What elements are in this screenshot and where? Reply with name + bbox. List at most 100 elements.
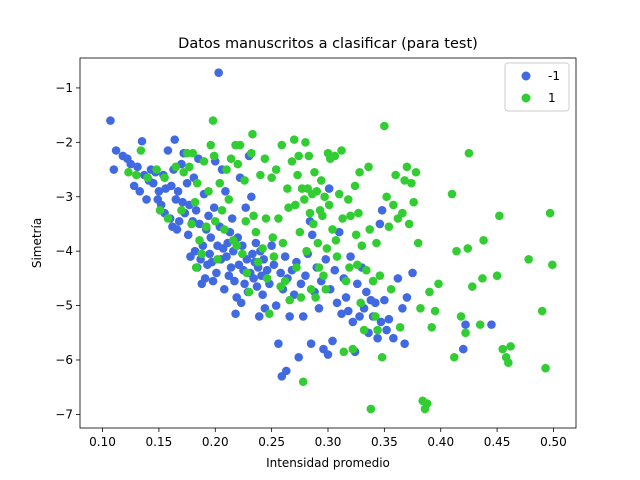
data-point <box>195 235 204 245</box>
data-point <box>411 167 421 177</box>
data-point <box>402 162 412 172</box>
data-point <box>249 211 258 221</box>
data-point <box>313 238 323 248</box>
data-point <box>187 219 196 229</box>
data-point <box>407 178 416 188</box>
data-point <box>504 358 513 368</box>
data-point <box>268 233 278 242</box>
x-axis-label: Intensidad promedio <box>266 456 390 470</box>
data-point <box>309 219 318 229</box>
data-point <box>285 312 294 321</box>
data-point <box>262 265 272 275</box>
data-point <box>230 276 239 286</box>
data-point <box>185 162 194 172</box>
data-point <box>321 284 331 294</box>
data-point <box>269 260 279 270</box>
data-point <box>227 214 237 223</box>
data-point <box>373 333 382 343</box>
data-point <box>312 187 322 196</box>
data-point <box>314 303 324 313</box>
data-point <box>261 214 271 223</box>
data-point <box>304 151 314 161</box>
data-point <box>386 284 396 294</box>
data-point <box>191 263 201 272</box>
data-point <box>241 203 251 212</box>
data-point <box>368 276 378 286</box>
x-tick-label: 0.40 <box>427 435 454 449</box>
data-point <box>409 197 418 207</box>
data-point <box>398 303 407 313</box>
data-point <box>281 366 291 376</box>
data-point <box>524 255 533 264</box>
data-point <box>354 208 363 218</box>
data-point <box>252 282 262 291</box>
data-point <box>302 246 311 256</box>
data-point <box>177 206 186 215</box>
data-point <box>341 276 351 286</box>
data-point <box>232 241 241 251</box>
data-point <box>366 404 376 414</box>
data-point <box>210 216 220 226</box>
data-point <box>306 339 316 348</box>
data-point <box>124 167 133 177</box>
legend-label-neg: -1 <box>548 69 560 83</box>
y-tick-label: −4 <box>55 244 73 258</box>
data-point <box>173 187 183 196</box>
data-point <box>136 146 146 155</box>
legend-label-pos: 1 <box>548 91 556 105</box>
data-point <box>306 284 316 294</box>
data-point <box>280 276 290 286</box>
data-point <box>357 241 367 251</box>
y-axis-label: Simetría <box>30 218 44 268</box>
data-point <box>506 342 515 351</box>
data-point <box>291 200 300 210</box>
data-point <box>372 238 381 248</box>
data-point <box>213 255 222 264</box>
x-tick-label: 0.15 <box>146 435 173 449</box>
data-point <box>464 148 474 158</box>
data-point <box>208 276 218 286</box>
data-point <box>152 165 161 174</box>
data-point <box>492 271 502 280</box>
data-point <box>135 187 145 196</box>
data-point <box>416 303 425 313</box>
data-point <box>296 293 306 302</box>
data-point <box>209 203 219 212</box>
data-point <box>200 274 210 283</box>
data-point <box>258 290 267 299</box>
data-point <box>537 306 547 316</box>
data-point <box>199 157 209 166</box>
data-point <box>337 309 346 319</box>
data-point <box>343 195 353 204</box>
data-point <box>348 344 358 354</box>
data-point <box>322 244 332 253</box>
data-point <box>371 312 380 321</box>
data-point <box>274 214 283 223</box>
data-point <box>226 263 236 272</box>
y-tick-label: −5 <box>55 299 73 313</box>
data-point <box>269 252 279 261</box>
data-point <box>323 350 333 359</box>
data-point <box>359 325 369 335</box>
data-point <box>167 181 176 191</box>
data-point <box>338 214 347 223</box>
data-point <box>427 323 437 332</box>
data-point <box>217 206 227 215</box>
data-point <box>183 230 193 240</box>
data-point <box>240 279 249 289</box>
data-point <box>356 298 365 308</box>
data-point <box>408 268 417 278</box>
data-point <box>294 151 303 161</box>
data-point <box>320 192 329 202</box>
data-point <box>278 238 288 248</box>
data-point <box>318 211 327 221</box>
y-tick-label: −6 <box>55 353 73 367</box>
data-point <box>231 309 240 319</box>
data-point <box>163 214 173 223</box>
data-point <box>142 195 151 204</box>
data-point <box>190 246 200 256</box>
data-point <box>298 312 308 321</box>
data-point <box>310 167 319 177</box>
data-point <box>248 129 257 139</box>
data-point <box>461 320 470 329</box>
